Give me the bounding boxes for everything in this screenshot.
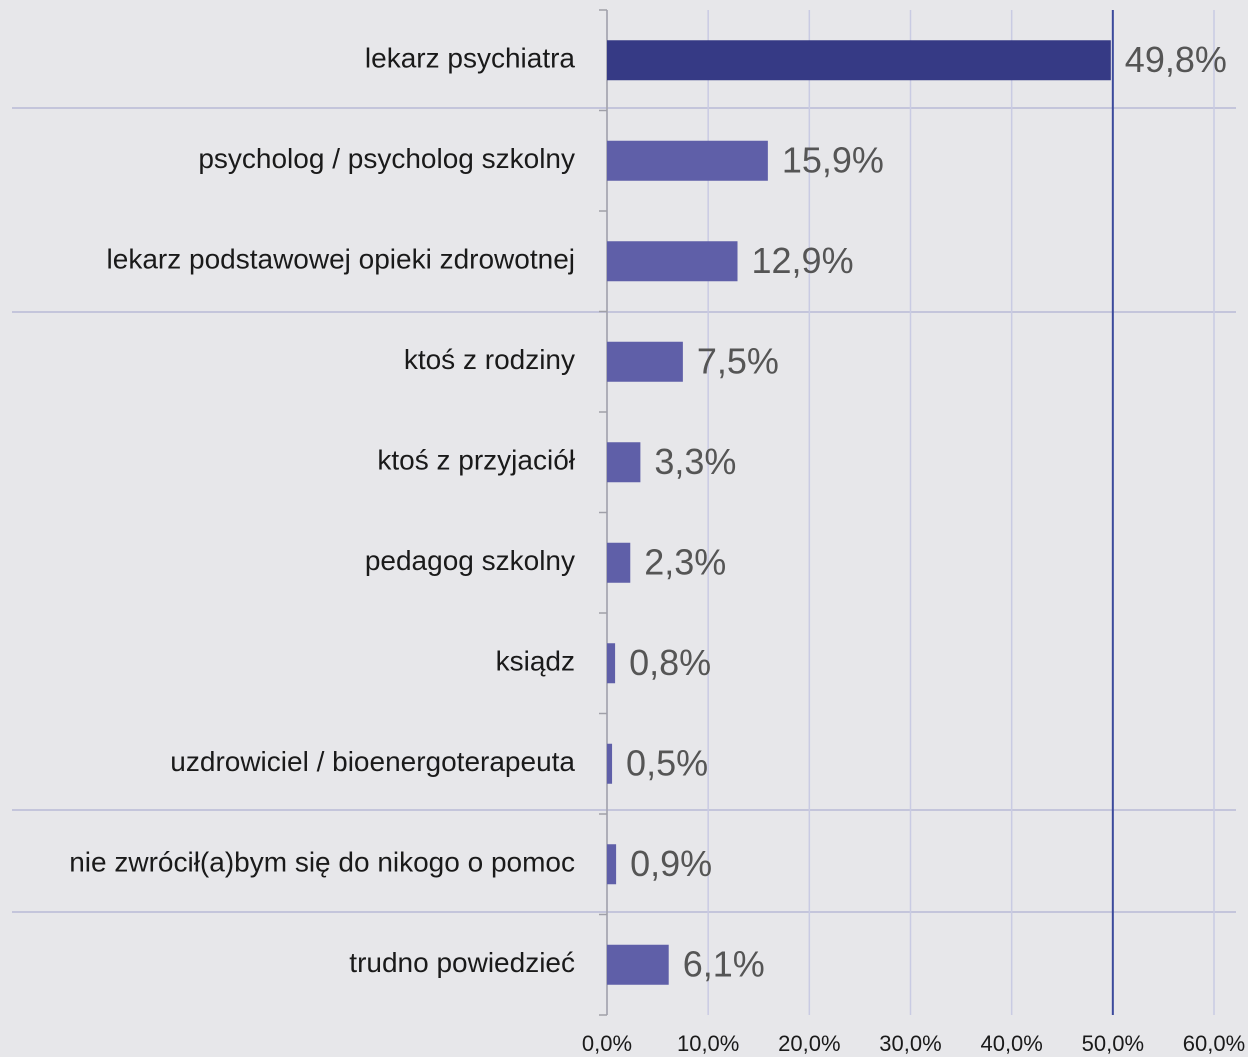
x-tick-label: 20,0% bbox=[778, 1031, 840, 1056]
value-label: 49,8% bbox=[1125, 39, 1227, 80]
bar bbox=[607, 241, 738, 282]
category-label: psycholog / psycholog szkolny bbox=[198, 143, 575, 174]
x-tick-label: 0,0% bbox=[582, 1031, 632, 1056]
bar bbox=[607, 643, 616, 684]
category-label: nie zwrócił(a)bym się do nikogo o pomoc bbox=[69, 847, 575, 878]
x-tick-label: 30,0% bbox=[879, 1031, 941, 1056]
value-label: 12,9% bbox=[752, 240, 854, 281]
bar bbox=[607, 743, 613, 784]
value-label: 2,3% bbox=[644, 541, 726, 582]
value-label: 0,8% bbox=[629, 642, 711, 683]
value-label: 0,9% bbox=[630, 843, 712, 884]
category-label: lekarz psychiatra bbox=[365, 43, 576, 74]
bar bbox=[607, 944, 669, 985]
bar bbox=[607, 442, 641, 483]
value-label: 15,9% bbox=[782, 139, 884, 180]
bar bbox=[607, 542, 631, 583]
category-label: lekarz podstawowej opieki zdrowotnej bbox=[107, 244, 575, 275]
x-tick-label: 50,0% bbox=[1082, 1031, 1144, 1056]
bar bbox=[607, 844, 617, 885]
category-label: ktoś z przyjaciół bbox=[377, 445, 575, 476]
category-label: trudno powiedzieć bbox=[349, 947, 575, 978]
category-label: pedagog szkolny bbox=[365, 545, 575, 576]
value-label: 0,5% bbox=[626, 742, 708, 783]
value-label: 6,1% bbox=[683, 943, 765, 984]
x-tick-label: 10,0% bbox=[677, 1031, 739, 1056]
x-tick-label: 40,0% bbox=[980, 1031, 1042, 1056]
value-label: 3,3% bbox=[654, 441, 736, 482]
category-label: ksiądz bbox=[496, 646, 575, 677]
category-label: uzdrowiciel / bioenergoterapeuta bbox=[170, 746, 575, 777]
separators bbox=[12, 107, 1236, 913]
category-label: ktoś z rodziny bbox=[404, 344, 575, 375]
bar bbox=[607, 40, 1111, 81]
value-label: 7,5% bbox=[697, 340, 779, 381]
bar bbox=[607, 140, 768, 181]
x-tick-label: 60,0% bbox=[1183, 1031, 1245, 1056]
bar bbox=[607, 341, 683, 382]
